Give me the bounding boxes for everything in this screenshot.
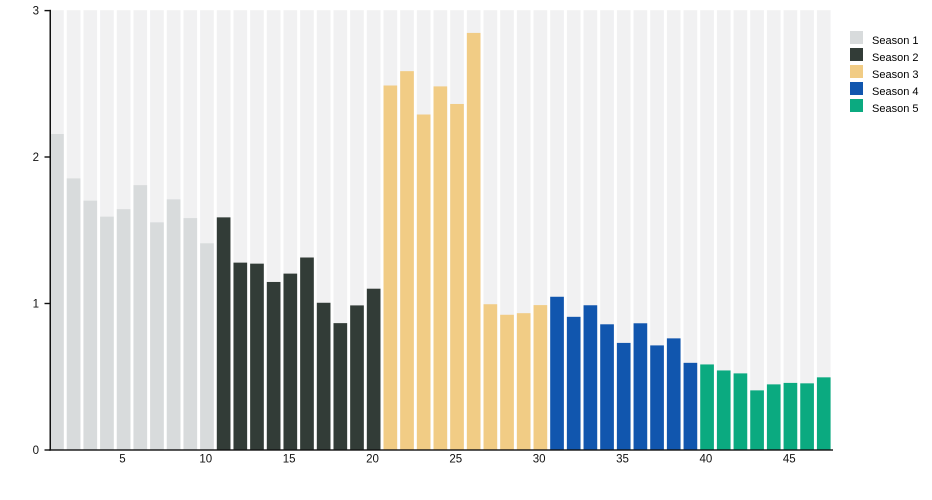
svg-text:5: 5 bbox=[119, 454, 125, 466]
svg-text:Season 4: Season 4 bbox=[872, 86, 918, 98]
svg-text:1: 1 bbox=[33, 299, 39, 311]
svg-text:35: 35 bbox=[616, 454, 629, 466]
svg-text:45: 45 bbox=[783, 454, 796, 466]
svg-text:20: 20 bbox=[366, 454, 379, 466]
svg-text:Season 3: Season 3 bbox=[872, 69, 918, 81]
svg-text:Season 1: Season 1 bbox=[872, 35, 918, 47]
svg-text:10: 10 bbox=[199, 454, 212, 466]
svg-text:2: 2 bbox=[33, 152, 39, 164]
svg-text:Season 5: Season 5 bbox=[872, 103, 918, 115]
svg-text:0: 0 bbox=[33, 445, 39, 457]
svg-text:3: 3 bbox=[33, 6, 39, 18]
svg-text:40: 40 bbox=[699, 454, 712, 466]
svg-text:25: 25 bbox=[449, 454, 462, 466]
svg-text:Season 2: Season 2 bbox=[872, 52, 918, 64]
svg-text:15: 15 bbox=[283, 454, 296, 466]
svg-text:30: 30 bbox=[533, 454, 546, 466]
